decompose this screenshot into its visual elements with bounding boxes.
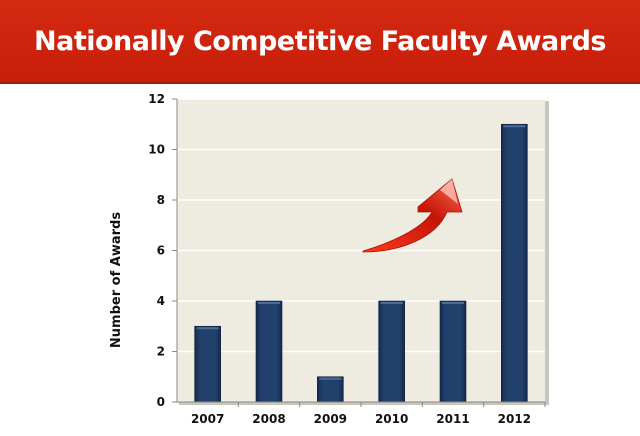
bar-2007 [194,325,221,403]
bar-highlight [380,302,403,304]
bar-2010 [378,300,405,403]
bar-highlight [258,302,280,304]
chart-title: Nationally Competitive Faculty Awards [34,25,607,57]
title-banner: Nationally Competitive Faculty Awards [0,0,640,84]
y-tick-label: 8 [157,193,165,207]
y-axis-label: Number of Awards [109,212,124,348]
bar-highlight [196,327,219,330]
y-tick-label: 12 [148,92,165,106]
bar-2008 [255,300,283,403]
y-tick-label: 10 [148,143,165,157]
bar-highlight [503,125,526,128]
y-tick-label: 2 [157,345,165,359]
y-tick-label: 0 [157,395,165,409]
bar-2011 [439,300,467,403]
bar-highlight [319,377,342,380]
x-tick-label: 2011 [436,412,469,426]
x-tick-label: 2008 [252,412,285,426]
x-tick-label: 2009 [314,412,347,426]
bar-highlight [442,302,464,304]
x-tick-label: 2012 [498,412,531,426]
bar-2012 [501,123,528,403]
x-tick-label: 2007 [191,412,224,426]
y-tick-label: 6 [157,244,165,258]
bar-2009 [317,376,344,403]
y-tick-label: 4 [157,294,165,308]
trend-arrow-icon [362,178,463,253]
x-tick-label: 2010 [375,412,408,426]
